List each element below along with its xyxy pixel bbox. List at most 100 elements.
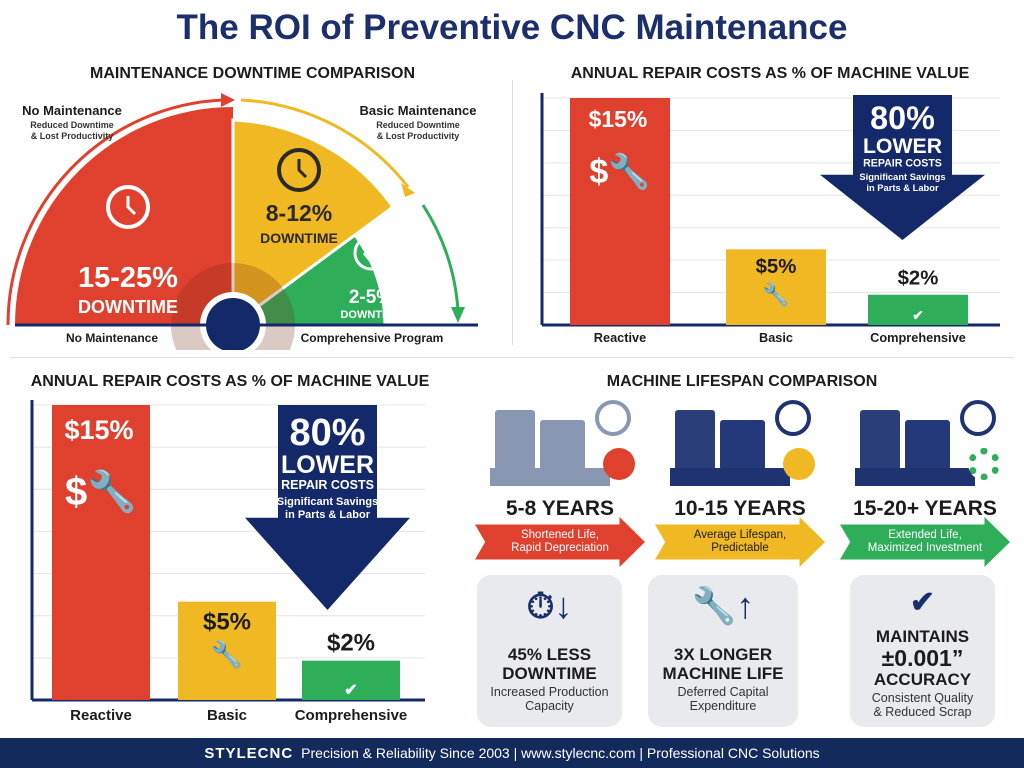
arrow-mid-text: LOWER — [281, 451, 374, 479]
text-label: Deferred Capital — [677, 685, 769, 699]
gear-icon — [603, 448, 635, 480]
text-label: MACHINE LIFE — [662, 664, 784, 683]
text-label: 45% LESS — [507, 645, 592, 664]
check-icon — [353, 235, 389, 271]
text-label: ACCURACY — [873, 670, 972, 689]
gear-icon — [968, 448, 1000, 480]
category-label: Comprehensive — [295, 707, 408, 724]
text-label: DOWNTIME — [340, 309, 401, 321]
category-label: Basic — [759, 330, 793, 345]
arrow-mid-text: LOWER — [863, 134, 942, 158]
bar-value-label: $15% — [64, 415, 133, 445]
clock-icon — [277, 148, 321, 192]
lifespan-arrow: Extended Life, Maximized Investment — [840, 517, 1010, 567]
lifespan-years: 10-15 YEARS — [674, 497, 806, 520]
footer-tagline: Precision & Reliability Since 2003 | www… — [301, 745, 820, 761]
text-label: & Lost Productivity — [31, 131, 114, 141]
wrench-dollar-icon: $🔧 — [589, 151, 650, 191]
bar-value-label: $2% — [327, 630, 375, 657]
lifespan-years: 5-8 YEARS — [505, 497, 615, 520]
text-label: Basic Maintenance — [359, 103, 476, 118]
arrow-big-text: 80% — [870, 100, 935, 136]
category-label: Reactive — [70, 707, 132, 724]
text-label: Rapid Depreciation — [511, 542, 609, 554]
bar-reactive — [570, 98, 670, 325]
clock-icon — [595, 400, 631, 436]
cnc-machine-illustration — [490, 400, 645, 490]
wrench-check-icon: ✔ — [912, 308, 923, 323]
arrow-note: in Parts & Labor — [866, 183, 939, 193]
divider — [10, 357, 1014, 358]
bar-value-label: $15% — [589, 106, 648, 132]
text-label: Reduced Downtime — [30, 120, 114, 130]
wrench-dollar-icon: $🔧 — [65, 467, 137, 514]
text-label: Extended Life, — [888, 529, 962, 541]
lifespan-arrow: Average Lifespan, Predictable — [655, 517, 825, 567]
footer: STYLECNC Precision & Reliability Since 2… — [0, 738, 1024, 768]
text-label: ±0.001” — [881, 645, 964, 671]
clock-icon — [775, 400, 811, 436]
text-label: 2-5% — [349, 287, 393, 308]
page-title: The ROI of Preventive CNC Maintenance — [176, 8, 848, 47]
sector-comprehensive — [228, 232, 387, 327]
benefit-card: ✔ MAINTAINS ±0.001” ACCURACY Consistent … — [850, 575, 995, 727]
downtime-chart: 15-25% DOWNTIME 8-12% DOWNTIME 2-5% DOWN… — [6, 93, 478, 350]
wrench-check-icon: ✔ — [344, 682, 357, 699]
bar-reactive — [52, 405, 150, 700]
text-label: DOWNTIME — [78, 297, 178, 317]
text-label: MAINTAINS — [875, 627, 970, 646]
repair-top-heading: ANNUAL REPAIR COSTS AS % OF MACHINE VALU… — [570, 65, 970, 82]
arrow-big-text: 80% — [289, 412, 365, 454]
divider — [512, 80, 513, 345]
lifespan-years: 15-20+ YEARS — [853, 497, 997, 520]
text-label: DOWNTIME — [260, 230, 338, 246]
yellow-progress-arrow — [240, 98, 410, 188]
cnc-machine-illustration — [670, 400, 825, 490]
clock-icon — [106, 185, 150, 229]
text-label: Capacity — [525, 699, 574, 713]
green-progress-arrow — [421, 204, 460, 311]
category-label: Reactive — [594, 330, 646, 345]
downtime-heading: MAINTENANCE DOWNTIME COMPARISON — [89, 65, 416, 82]
text-label: 8-12% — [266, 200, 332, 226]
bar-basic — [178, 601, 276, 700]
text-label: Comprehensive Program — [301, 331, 444, 345]
cnc-machine-illustration — [855, 400, 1010, 490]
benefit-card: 🔧↑ 3X LONGER MACHINE LIFE Deferred Capit… — [648, 575, 798, 727]
bar-comprehensive — [302, 660, 400, 700]
text-label: Maximized Investment — [867, 542, 983, 554]
text-label: No Maintenance — [66, 331, 158, 345]
savings-arrow — [820, 95, 985, 240]
sector-basic-maintenance — [231, 118, 396, 328]
lifespan-heading: MACHINE LIFESPAN COMPARISON — [606, 373, 878, 390]
text-label: 3X LONGER — [673, 645, 773, 664]
text-label: 15-25% — [78, 262, 178, 294]
text-label: Increased Production — [490, 685, 609, 699]
bar-value-label: $5% — [203, 609, 251, 636]
clock-icon — [960, 400, 996, 436]
bar-comprehensive — [868, 294, 968, 325]
savings-arrow — [245, 405, 410, 610]
arrow-note: in Parts & Labor — [285, 509, 371, 521]
text-label: No Maintenance — [22, 103, 122, 118]
wrench-up-icon: 🔧↑ — [691, 585, 755, 626]
category-label: Comprehensive — [870, 330, 966, 345]
stylecnc-logo: STYLECNC — [204, 744, 294, 762]
arrow-small-text: REPAIR COSTS — [281, 478, 374, 492]
text-label: DOWNTIME — [502, 664, 597, 683]
text-label: Expenditure — [689, 699, 757, 713]
bar-value-label: $5% — [756, 256, 797, 278]
red-progress-arrow — [6, 98, 224, 326]
text-label: Reduced Downtime — [376, 120, 460, 130]
wrench-icon: 🔧 — [762, 281, 790, 307]
category-label: Basic — [207, 707, 247, 724]
lifespan-arrow: Shortened Life, Rapid Depreciation — [475, 517, 645, 567]
arrow-note: Significant Savings — [277, 496, 378, 508]
arrow-note: Significant Savings — [859, 172, 945, 182]
bar-basic — [726, 249, 826, 325]
arrow-small-text: REPAIR COSTS — [863, 157, 942, 169]
gear-icon — [783, 448, 815, 480]
text-label: Average Lifespan, — [693, 529, 787, 541]
benefit-card: ⏱↓ 45% LESS DOWNTIME Increased Productio… — [477, 575, 622, 727]
